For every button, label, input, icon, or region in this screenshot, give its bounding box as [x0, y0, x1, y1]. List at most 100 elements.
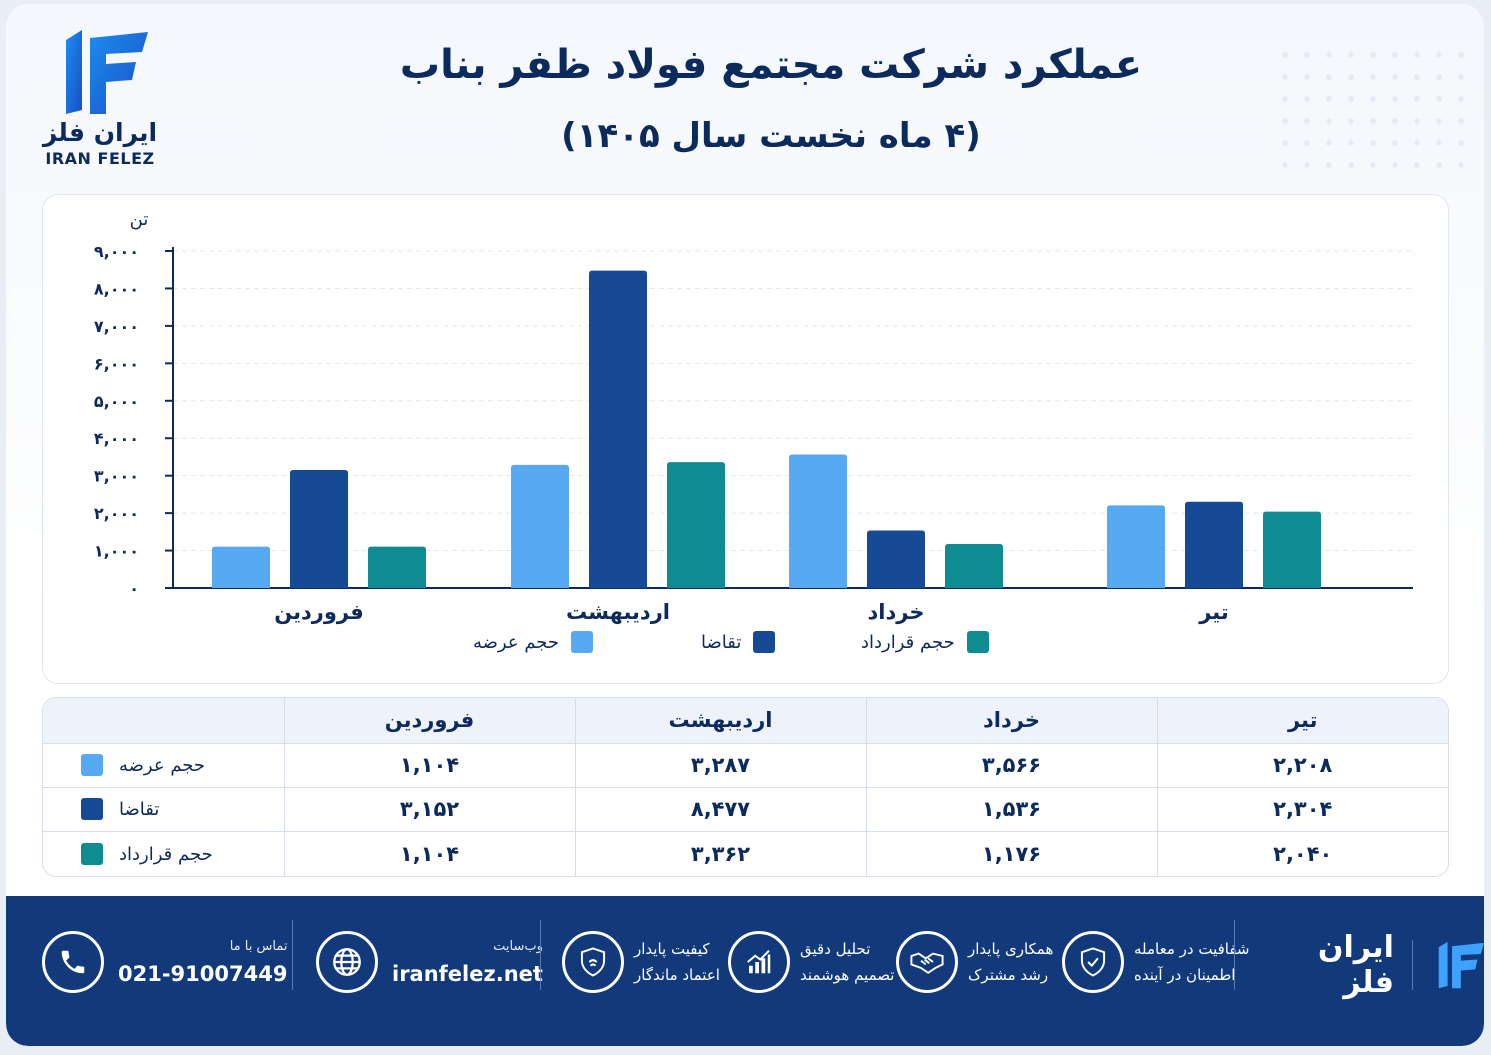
table-cell: ۳,۱۵۲ — [284, 786, 576, 832]
table-row: حجم قرارداد ۱,۱۰۴ ۳,۳۶۲ ۱,۱۷۶ ۲,۰۴۰ — [43, 831, 1448, 876]
iran-felez-logo-icon — [66, 30, 148, 114]
table-cell: ۳,۳۶۲ — [575, 831, 867, 876]
bar — [1185, 501, 1243, 588]
y-tick-label: ۶,۰۰۰ — [94, 354, 139, 373]
footer-website[interactable]: وب‌سایت iranfelez.net — [316, 922, 543, 1002]
bar — [589, 270, 647, 588]
website-url[interactable]: iranfelez.net — [392, 961, 543, 986]
bar — [789, 454, 847, 588]
table-row: تقاضا ۳,۱۵۲ ۸,۴۷۷ ۱,۵۳۶ ۲,۳۰۴ — [43, 786, 1448, 832]
legend-item-demand: تقاضا — [701, 631, 776, 653]
row-swatch — [81, 843, 103, 866]
footer-brand-name: ایران فلز — [1317, 930, 1394, 1000]
shield-icon — [562, 931, 624, 993]
table-row: حجم عرضه ۱,۱۰۴ ۳,۲۸۷ ۳,۵۶۶ ۲,۲۰۸ — [43, 742, 1448, 788]
y-tick-label: ۹,۰۰۰ — [94, 242, 139, 261]
table-cell: ۳,۲۸۷ — [575, 742, 867, 788]
bar — [867, 530, 925, 588]
y-tick-label: ۱,۰۰۰ — [94, 542, 139, 561]
row-label: حجم قرارداد — [119, 843, 213, 865]
row-swatch — [81, 754, 103, 777]
row-label-cell: تقاضا — [43, 786, 285, 832]
table-header-cell: تیر — [1157, 698, 1448, 743]
infographic-card: ایران فلز IRAN FELEZ عملکرد شرکت مجتمع ف… — [6, 4, 1484, 1046]
brand-name-en: IRAN FELEZ — [45, 149, 155, 168]
chart-legend: حجم عرضه تقاضا حجم قرارداد — [43, 631, 1448, 661]
brand-logo: ایران فلز IRAN FELEZ — [40, 30, 160, 168]
y-tick-label: ۲,۰۰۰ — [94, 504, 139, 523]
table-cell: ۲,۰۴۰ — [1157, 831, 1448, 876]
website-label: وب‌سایت — [493, 938, 543, 954]
iran-felez-logo-icon — [1438, 941, 1484, 989]
bar — [212, 546, 270, 588]
table-header-cell: اردیبهشت — [575, 698, 867, 743]
footer-divider — [292, 920, 293, 990]
y-axis-label: تن — [130, 209, 149, 230]
data-table: فروردین اردیبهشت خرداد تیر حجم عرضه ۱,۱۰… — [43, 698, 1448, 876]
footer-feature-quality: کیفیت پایدار اعتماد ماندگار — [562, 922, 720, 1002]
bar — [667, 462, 725, 588]
table-cell: ۲,۲۰۸ — [1157, 742, 1448, 788]
table-cell: ۱,۱۰۴ — [284, 831, 576, 876]
x-tick-label: خرداد — [868, 600, 925, 624]
table-cell: ۱,۵۳۶ — [866, 786, 1158, 832]
table-cell: ۱,۱۷۶ — [866, 831, 1158, 876]
page-subtitle: (۴ ماه نخست سال ۱۴۰۵) — [561, 116, 981, 156]
footer-feature-cooperation: همکاری پایدار رشد مشترک — [896, 922, 1053, 1002]
row-label: حجم عرضه — [119, 754, 206, 776]
x-tick-label: اردیبهشت — [566, 600, 670, 624]
contact-phone[interactable]: 021-91007449 — [118, 961, 288, 986]
feature-line2: تصمیم هوشمند — [800, 966, 895, 984]
row-label: تقاضا — [119, 798, 160, 820]
page-title: عملکرد شرکت مجتمع فولاد ظفر بناب — [399, 42, 1143, 88]
bar — [1107, 505, 1165, 588]
footer-brand: ایران فلز — [1264, 930, 1484, 1000]
legend-item-contract: حجم قرارداد — [861, 631, 989, 653]
contact-label: تماس با ما — [229, 938, 288, 954]
y-tick-label: ۰ — [129, 579, 139, 598]
feature-line1: همکاری پایدار — [968, 940, 1054, 958]
x-tick-label: تیر — [1198, 600, 1229, 624]
footer-feature-analysis: تحلیل دقیق تصمیم هوشمند — [728, 922, 894, 1002]
feature-line2: اعتماد ماندگار — [634, 966, 720, 984]
legend-label: حجم عرضه — [473, 631, 560, 653]
footer-bar: تماس با ما 021-91007449 وب‌سایت iranfele… — [6, 896, 1484, 1046]
y-tick-label: ۴,۰۰۰ — [94, 429, 139, 448]
bar — [945, 543, 1003, 588]
feature-line2: رشد مشترک — [968, 966, 1049, 984]
globe-icon — [316, 931, 378, 993]
bar — [511, 464, 569, 588]
chart-growth-icon — [728, 931, 790, 993]
bar — [368, 546, 426, 588]
x-tick-label: فروردین — [274, 600, 364, 624]
bar — [1263, 511, 1321, 588]
table-cell: ۳,۵۶۶ — [866, 742, 1158, 788]
footer-divider — [540, 920, 541, 990]
footer-contact[interactable]: تماس با ما 021-91007449 — [42, 922, 287, 1002]
table-cell: ۲,۳۰۴ — [1157, 786, 1448, 832]
feature-line1: شفافیت در معامله — [1134, 940, 1250, 958]
row-swatch — [81, 798, 103, 821]
decorative-dots — [1274, 44, 1464, 184]
legend-label: حجم قرارداد — [861, 631, 955, 653]
footer-divider — [1411, 940, 1413, 990]
bar — [290, 469, 348, 588]
phone-icon — [42, 931, 104, 993]
y-tick-label: ۵,۰۰۰ — [94, 392, 139, 411]
legend-item-supply: حجم عرضه — [473, 631, 594, 653]
bar-chart: تن ۰ ۱,۰۰۰ ۲,۰۰۰ ۳,۰۰۰ ۴,۰۰۰ ۵,۰۰۰ ۶,۰۰۰ ۷,۰۰۰ ۸,… — [94, 209, 1413, 624]
chart-panel: تن ۰ ۱,۰۰۰ ۲,۰۰۰ ۳,۰۰۰ ۴,۰۰۰ ۵,۰۰۰ ۶,۰۰۰ ۷,۰۰۰ ۸,… — [42, 194, 1449, 684]
table-header-row: فروردین اردیبهشت خرداد تیر — [43, 698, 1448, 743]
table-header-cell: فروردین — [284, 698, 576, 743]
legend-label: تقاضا — [701, 631, 742, 653]
legend-swatch — [753, 631, 776, 653]
table-cell: ۸,۴۷۷ — [575, 786, 867, 832]
footer-feature-transparency: شفافیت در معامله اطمینان در آینده — [1062, 922, 1250, 1002]
table-header-empty — [43, 698, 285, 743]
footer-divider — [1234, 920, 1235, 990]
brand-name-fa: ایران فلز — [42, 118, 158, 147]
feature-line1: تحلیل دقیق — [800, 940, 871, 958]
y-tick-label: ۷,۰۰۰ — [94, 317, 139, 336]
legend-swatch — [571, 631, 594, 653]
feature-line2: اطمینان در آینده — [1134, 966, 1236, 984]
